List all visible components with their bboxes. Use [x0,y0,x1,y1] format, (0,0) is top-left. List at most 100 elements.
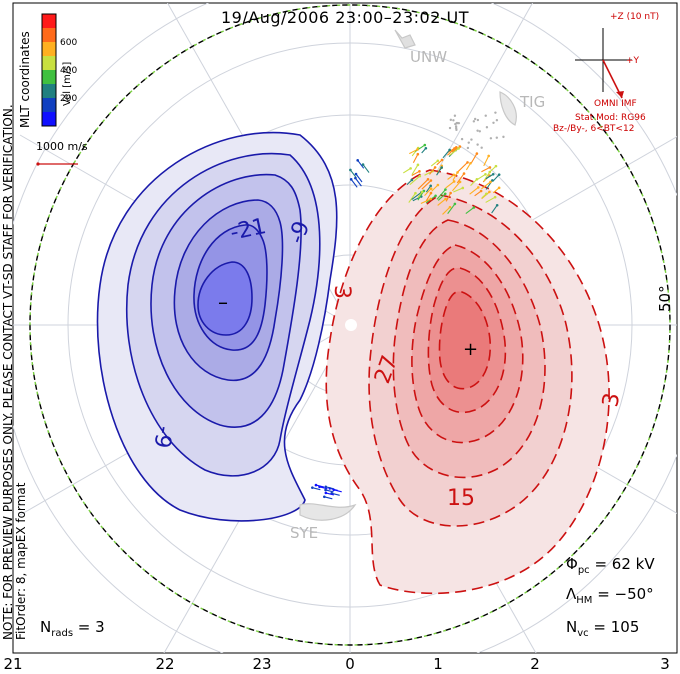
grid-point [454,126,458,130]
velocity-vector-origin [475,177,479,181]
potential-minimum-marker: – [218,290,228,314]
velocity-vector [325,492,334,496]
velocity-vector-origin [479,189,483,193]
potential-maximum-marker: + [463,339,478,360]
velocity-vector-origin [449,191,452,195]
x-tick: 3 [660,655,670,673]
velocity-vector-origin [332,488,336,492]
velocity-vector [483,171,491,182]
map-title: 19/Aug/2006 23:00–23:02 UT [221,8,469,27]
velocity-vector [357,160,365,169]
latitude-label: 50° [656,285,674,312]
velocity-vector [430,160,439,167]
x-tick: 22 [155,655,175,673]
velocity-vector-origin [487,154,490,158]
velocity-vector-origin [429,191,433,195]
velocity-vector-origin [469,161,472,165]
x-tick: 0 [345,655,355,673]
station-label-tig: TIG [519,93,545,111]
velocity-vector [476,173,486,181]
grid-point [502,135,505,139]
velocity-vector [452,181,461,192]
velocity-vector [402,167,411,174]
grid-point [448,126,452,130]
colorbar-segment [42,28,56,43]
n-rads-value: 3 [95,618,105,636]
contour-label: 15 [447,486,475,511]
magnetic-pole-dot [345,319,357,331]
contour-labels: -21 -9 -9 3 27 15 3 [148,214,625,511]
velocity-vector-origin [410,178,414,182]
velocity-vector [409,175,421,186]
velocity-vector [325,486,334,490]
grid-point [495,136,499,139]
contour-label: 3 [329,285,354,299]
velocity-vector-origin [311,486,314,489]
velocity-vector-origin [349,178,353,181]
boundary-green-overlay [29,4,671,646]
velocity-vector-origin [456,171,459,174]
velocity-vector [362,164,370,173]
velocity-colorbar [41,13,57,127]
velocity-vector-origin [440,158,444,162]
grid-point [476,129,479,132]
velocity-vector [449,147,459,156]
station-label-unw: UNW [410,48,447,66]
heppner-maynard-boundary [29,4,671,646]
velocity-vector-origin [409,167,412,170]
velocity-vector-origin [418,170,421,173]
velocity-vector-origin [414,191,417,195]
velocity-vector [325,489,334,493]
velocity-vector-origin [349,168,352,172]
hm-boundary-latitude: ΛHM = −50° [566,585,654,606]
velocity-vector [465,162,471,171]
velocity-vector [470,153,478,163]
colorbar-segment [42,70,56,85]
grid-point [480,146,483,149]
grid-point [492,121,495,124]
imf-clock-dial [575,28,632,99]
velocity-vector-origin [495,203,499,207]
velocity-vector-origin [314,483,318,487]
grid-point [473,117,477,121]
velocity-vector-origin [444,197,447,201]
reference-vector-origin [36,162,40,166]
positive-potential-cell [325,169,610,595]
velocity-vector-origin [356,159,359,162]
velocity-vector-origin [429,184,432,188]
velocity-vector [429,167,436,175]
velocity-vector [436,189,446,200]
velocity-vector [354,177,362,187]
velocity-vector-origin [426,178,430,181]
velocity-vector-origin [324,488,327,492]
velocity-vector-origin [494,164,498,168]
colorbar-outline [41,13,57,127]
grid-point [470,138,473,141]
velocity-vector [470,178,478,186]
x-tick: 2 [530,655,540,673]
velocity-vector-origin [448,148,451,152]
contour-label: -9 [148,424,176,450]
velocity-vector-origin [440,166,443,169]
velocity-vector-origin [436,159,440,163]
velocity-vector-origin [491,179,494,182]
velocity-vector-origin [457,147,460,150]
velocity-vector [485,173,494,180]
velocity-vector-origin [436,183,440,187]
x-tick: 21 [3,655,23,673]
velocity-vector [491,204,498,214]
velocity-vector [465,207,475,214]
mlt-coordinates-label: MLT coordinates [18,31,32,128]
velocity-vector-origin [354,172,358,176]
velocity-vector-origin [493,195,497,199]
velocity-vector-origin [324,491,328,495]
velocity-vector [447,203,456,215]
velocity-vector-origin [418,174,422,178]
velocity-vector [492,174,500,182]
velocity-vector [315,484,325,488]
velocity-vector-origin [420,190,424,194]
velocity-vector [456,173,465,184]
velocity-vector [442,149,451,159]
velocity-vector [324,496,333,500]
velocity-vector-origin [324,485,328,489]
